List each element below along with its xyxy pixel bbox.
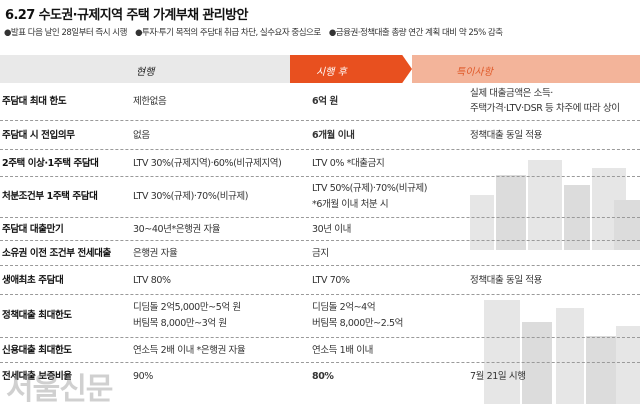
special-note: 정책대출 동일 적용 [470, 130, 542, 141]
header-current-label: 현행 [136, 67, 155, 78]
current-value: 연소득 2배 이내 *은행권 자율 [133, 345, 246, 356]
row-label: 소유권 이전 조건부 전세대출 [2, 248, 111, 259]
row-label: 신용대출 최대한도 [2, 345, 72, 356]
current-value: 제한없음 [133, 96, 167, 107]
table-row: 2주택 이상·1주택 주담대 LTV 30%(규제지역)·60%(비규제지역) … [0, 150, 640, 177]
special-note: 7월 21일 시행 [470, 371, 526, 382]
table-row: 정책대출 최대한도 디딤돌 2억5,000만~5억 원 버팀목 8,000만~3… [0, 295, 640, 338]
header-special: 특이사항 [412, 55, 640, 83]
current-value: 버팀목 8,000만~3억 원 [133, 318, 227, 329]
after-value: 버팀목 8,000만~2.5억 [312, 318, 403, 329]
after-value: 디딤돌 2억~4억 [312, 302, 376, 313]
note-item: ●금융권·정책대출 총량 연간 계획 대비 약 25% 감축 [328, 28, 503, 38]
current-value: LTV 30%(규제)·70%(비규제) [133, 191, 249, 202]
table-row: 전세대출 보증비율 90% 80% 7월 21일 시행 [0, 363, 640, 389]
current-value: 디딤돌 2억5,000만~5억 원 [133, 302, 241, 313]
row-label: 생애최초 주담대 [2, 275, 64, 286]
table-row: 소유권 이전 조건부 전세대출 은행권 자율 금지 [0, 241, 640, 266]
current-value: 은행권 자율 [133, 248, 178, 259]
header-current: 현행 [0, 55, 290, 83]
after-value: LTV 0% *대출금지 [312, 158, 385, 169]
table-row: 생애최초 주담대 LTV 80% LTV 70% 정책대출 동일 적용 [0, 266, 640, 295]
table-row: 주담대 대출만기 30~40년*은행권 자율 30년 이내 [0, 218, 640, 241]
table-row: 주담대 최대 한도 제한없음 6억 원 실제 대출금액은 소득· 주택가격·LT… [0, 83, 640, 121]
table-row: 주담대 시 전입의무 없음 6개월 이내 정책대출 동일 적용 [0, 121, 640, 150]
row-label: 주담대 대출만기 [2, 224, 64, 235]
after-value: 금지 [312, 248, 329, 259]
note-item: ●투자·투기 목적의 주담대 취급 차단, 실수요자 중심으로 [135, 28, 321, 38]
row-label: 2주택 이상·1주택 주담대 [2, 158, 99, 169]
after-value: LTV 70% [312, 275, 350, 286]
row-label: 정책대출 최대한도 [2, 310, 72, 321]
special-note: 주택가격·LTV·DSR 등 차주에 따라 상이 [470, 103, 620, 114]
row-label: 전세대출 보증비율 [2, 371, 72, 382]
table-row: 처분조건부 1주택 주담대 LTV 30%(규제)·70%(비규제) LTV 5… [0, 177, 640, 218]
after-value: 80% [312, 371, 334, 382]
note-item: ●발표 다음 날인 28일부터 즉시 시행 [4, 28, 127, 38]
policy-table: 주담대 최대 한도 제한없음 6억 원 실제 대출금액은 소득· 주택가격·LT… [0, 83, 640, 389]
current-value: 30~40년*은행권 자율 [133, 224, 221, 235]
table-row: 신용대출 최대한도 연소득 2배 이내 *은행권 자율 연소득 1배 이내 [0, 338, 640, 363]
header-after: 시행 후 [290, 55, 412, 83]
row-label: 주담대 최대 한도 [2, 96, 67, 107]
current-value: LTV 80% [133, 275, 171, 286]
current-value: 90% [133, 371, 153, 382]
special-note: 실제 대출금액은 소득· [470, 88, 553, 99]
row-label: 처분조건부 1주택 주담대 [2, 191, 98, 202]
after-value: 연소득 1배 이내 [312, 345, 373, 356]
after-value: LTV 50%(규제)·70%(비규제) [312, 183, 428, 194]
page-title: 6.27 수도권·규제지역 주택 가계부채 관리방안 [5, 8, 248, 23]
current-value: 없음 [133, 130, 150, 141]
watermark: 서울신문 [6, 372, 113, 407]
special-note: 정책대출 동일 적용 [470, 275, 542, 286]
after-value-note: *6개월 이내 처분 시 [312, 199, 389, 210]
after-value: 6억 원 [312, 96, 338, 107]
after-value: 30년 이내 [312, 224, 351, 235]
row-label: 주담대 시 전입의무 [2, 130, 75, 141]
summary-notes: ●발표 다음 날인 28일부터 즉시 시행 ●투자·투기 목적의 주담대 취급 … [4, 26, 640, 38]
after-value: 6개월 이내 [312, 130, 355, 141]
header-after-label: 시행 후 [316, 67, 347, 78]
header-special-label: 특이사항 [456, 67, 493, 78]
current-value: LTV 30%(규제지역)·60%(비규제지역) [133, 158, 282, 169]
